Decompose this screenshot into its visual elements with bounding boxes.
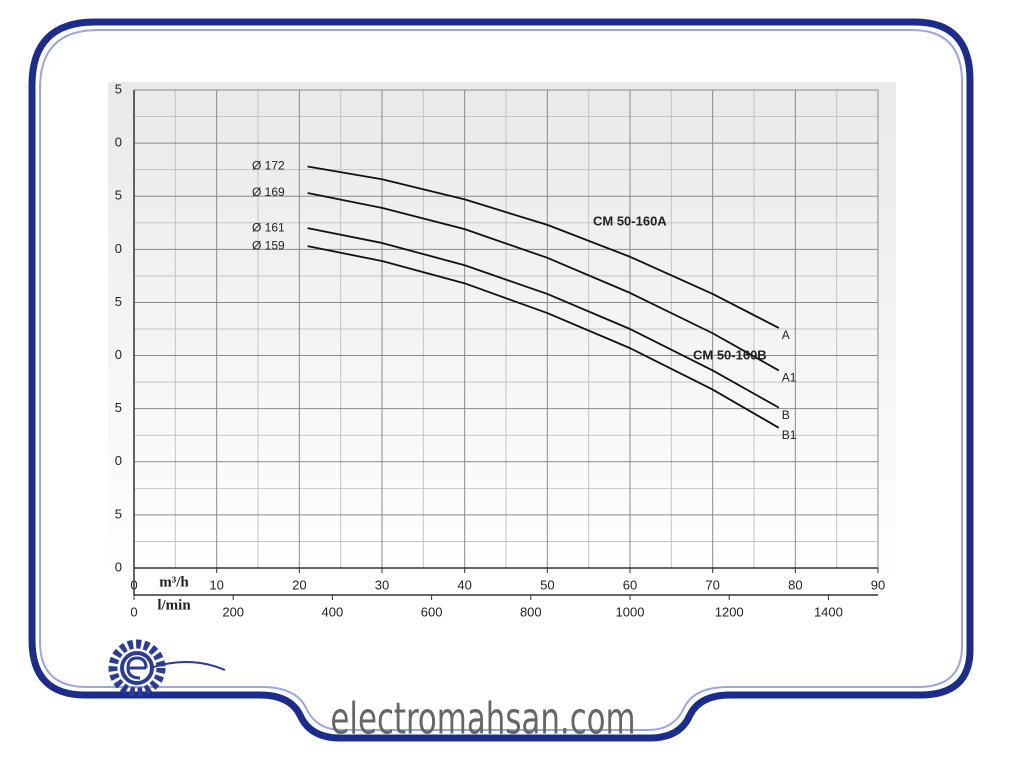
- y-tick-label: 5: [115, 188, 122, 203]
- x2-tick-label: 1000: [616, 604, 645, 619]
- x2-tick-label: 200: [222, 604, 244, 619]
- curve-end-label: B1: [782, 428, 797, 442]
- y-tick-label: 0: [115, 347, 122, 362]
- y-tick-label: 0: [115, 135, 122, 150]
- x2-tick-label: 800: [520, 604, 542, 619]
- x-tick-label: 70: [705, 577, 719, 592]
- curve-end-label: B: [782, 408, 790, 422]
- plot-background: [108, 82, 896, 582]
- x-tick-label: 80: [788, 577, 802, 592]
- x-tick-label: 10: [209, 577, 223, 592]
- x2-tick-label: 600: [421, 604, 443, 619]
- annotation: CM 50-160A: [593, 213, 667, 228]
- curve: [307, 227, 780, 409]
- curve-label: Ø 161: [252, 220, 285, 234]
- watermark: electromahsan.com: [330, 694, 635, 745]
- y-tick-label: 5: [115, 506, 122, 521]
- curve-label: Ø 172: [252, 159, 285, 173]
- curve: [307, 245, 780, 429]
- curve-end-label: A: [782, 328, 790, 342]
- y-tick-label: 0: [115, 559, 122, 574]
- x2-tick-label: 400: [322, 604, 344, 619]
- x2-tick-label: 1200: [715, 604, 744, 619]
- x-tick-label: 50: [540, 577, 554, 592]
- curve-label: Ø 169: [252, 185, 285, 199]
- curve-end-label: A1: [782, 371, 797, 385]
- x-tick-label: 40: [457, 577, 471, 592]
- frame: [28, 18, 974, 742]
- y-tick-label: 0: [115, 453, 122, 468]
- y-tick-label: 5: [115, 81, 122, 96]
- curve: [307, 192, 780, 372]
- x-axis-label: m³/h: [159, 574, 189, 590]
- x-tick-label: 30: [375, 577, 389, 592]
- y-tick-label: 0: [115, 241, 122, 256]
- x2-axis-label: l/min: [157, 597, 191, 613]
- frame-inner: [39, 29, 963, 731]
- curve-label: Ø 159: [252, 238, 285, 252]
- x-tick-label: 20: [292, 577, 306, 592]
- curve: [307, 165, 780, 329]
- y-tick-label: 5: [115, 400, 122, 415]
- x2-tick-label: 0: [130, 604, 137, 619]
- x2-tick-label: 1400: [814, 604, 843, 619]
- logo: [108, 639, 226, 697]
- x-tick-label: 90: [871, 577, 885, 592]
- x-tick-label: 60: [623, 577, 637, 592]
- plot: 0505050505010203040506070809002004006008…: [115, 81, 885, 619]
- y-tick-label: 5: [115, 294, 122, 309]
- annotation: CM 50-160B: [693, 347, 767, 362]
- grid: [133, 89, 879, 569]
